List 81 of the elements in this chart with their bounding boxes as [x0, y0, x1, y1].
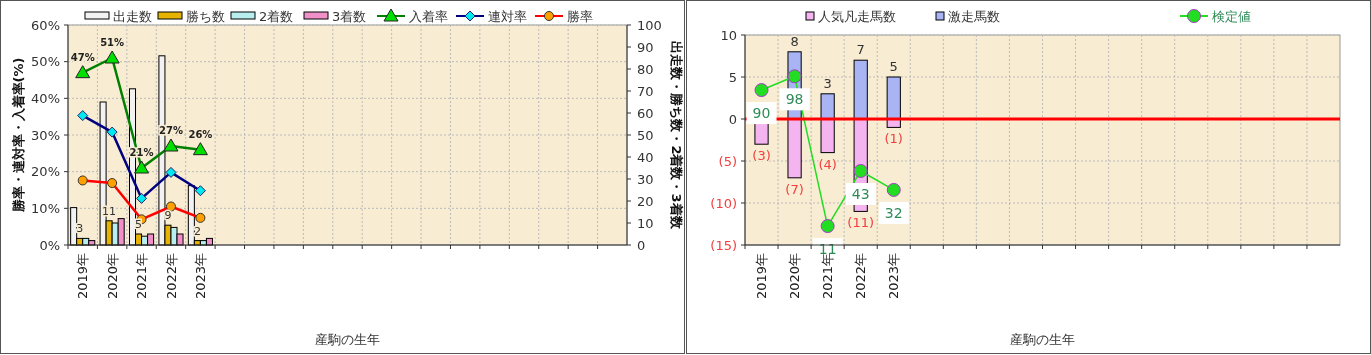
x-axis-title: 産駒の生年 [315, 332, 380, 347]
data-label: (3) [752, 148, 771, 164]
bar [820, 118, 835, 154]
data-label: 3 [76, 222, 84, 236]
y2-tick-label: 20 [637, 193, 654, 209]
y-tick-label: 10% [31, 200, 60, 216]
bar [886, 76, 901, 120]
x-tick-label: 2023年 [192, 253, 208, 300]
y-tick-label: 40% [31, 90, 60, 106]
data-label: 3 [823, 75, 832, 91]
y-tick-label: (5) [718, 153, 737, 169]
point [820, 219, 835, 234]
data-label: 98 [785, 91, 804, 108]
bar [787, 118, 802, 179]
data-label: (1) [884, 131, 903, 147]
x-axis-title: 産駒の生年 [1010, 332, 1075, 347]
data-label: 43 [851, 185, 870, 202]
y-tick-label: 0% [39, 237, 60, 253]
point [853, 163, 868, 178]
y2-tick-label: 40 [637, 149, 654, 165]
y-tick-label: 60% [31, 17, 60, 33]
y2-tick-label: 70 [637, 83, 654, 99]
y2-tick-label: 60 [637, 105, 654, 121]
y2-tick-label: 30 [637, 171, 654, 187]
x-tick-label: 2021年 [134, 253, 150, 300]
point [194, 185, 206, 197]
y-tick-label: 20% [31, 164, 60, 180]
legend-label: 勝ち数 [186, 9, 225, 24]
legend-label: 入着率 [409, 9, 448, 24]
y-tick-label: 0 [728, 111, 737, 127]
x-tick-label: 2020年 [787, 253, 803, 300]
point [886, 182, 901, 197]
y-tick-label: (15) [710, 237, 737, 253]
point [136, 192, 148, 204]
x-tick-label: 2022年 [853, 253, 869, 300]
y2-tick-label: 100 [637, 17, 662, 33]
data-label: 8 [790, 33, 799, 49]
y2-tick-label: 80 [637, 61, 654, 77]
legend-label: 3着数 [332, 9, 367, 24]
point [165, 166, 177, 178]
bar [853, 59, 868, 120]
data-label: 5 [889, 59, 898, 74]
data-label: 47% [70, 51, 95, 63]
y-tick-label: 30% [31, 127, 60, 143]
point [754, 83, 769, 98]
data-label: 7 [856, 42, 865, 58]
point [787, 69, 802, 84]
data-label: 90 [752, 105, 771, 122]
point [106, 126, 118, 138]
data-label: (4) [818, 156, 837, 172]
data-label: (7) [785, 181, 804, 197]
x-tick-label: 2023年 [886, 253, 902, 300]
x-tick-label: 2019年 [75, 253, 91, 300]
point [77, 110, 89, 122]
bar [820, 93, 835, 120]
legend-label: 人気凡走馬数 [818, 9, 896, 24]
y2-tick-label: 10 [637, 215, 654, 231]
y2-tick-label: 0 [637, 237, 646, 253]
y-axis-title: 勝率・連対率・入着率(%) [11, 57, 26, 214]
data-label: 51% [100, 37, 125, 48]
y2-tick-label: 50 [637, 127, 654, 143]
data-label: 5 [135, 218, 143, 231]
legend-label: 勝率 [567, 9, 593, 24]
data-label: 32 [884, 204, 903, 221]
legend-label: 2着数 [259, 9, 294, 24]
data-label: 26% [188, 128, 213, 140]
x-tick-label: 2019年 [754, 253, 770, 300]
legend-label: 連対率 [488, 9, 527, 24]
legend-label: 出走数 [113, 9, 152, 24]
y-tick-label: 10 [720, 27, 737, 43]
data-label: (11) [847, 215, 875, 231]
y2-tick-label: 90 [637, 39, 654, 55]
y-tick-label: 50% [31, 54, 60, 70]
y2-axis-title: 出走数・勝ち数・2着数・3着数 [669, 41, 684, 230]
x-tick-label: 2022年 [163, 253, 179, 300]
legend-label: 検定値 [1212, 9, 1251, 24]
legend-label: 激走馬数 [948, 9, 1000, 24]
x-tick-label: 2020年 [104, 253, 120, 300]
y-tick-label: 5 [728, 69, 737, 85]
y-tick-label: (10) [710, 195, 737, 211]
data-label: 9 [164, 209, 172, 223]
